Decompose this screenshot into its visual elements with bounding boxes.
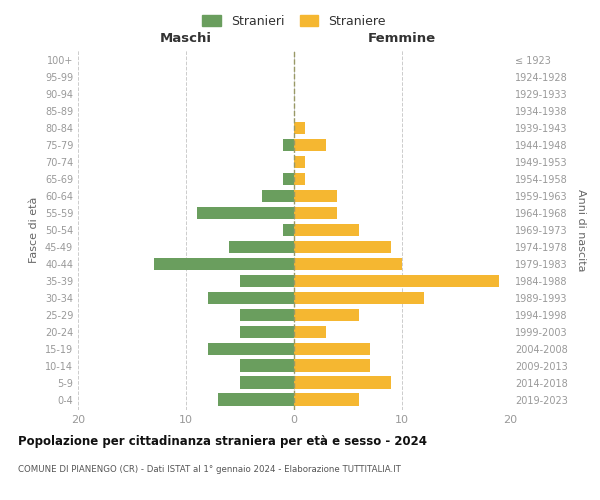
Legend: Stranieri, Straniere: Stranieri, Straniere xyxy=(196,8,392,34)
Bar xyxy=(294,394,359,406)
Text: Femmine: Femmine xyxy=(368,32,436,45)
Bar xyxy=(294,190,337,202)
Bar xyxy=(294,172,305,186)
Bar xyxy=(154,258,294,270)
Bar xyxy=(283,224,294,236)
Bar xyxy=(197,206,294,220)
Bar xyxy=(294,138,326,151)
Bar xyxy=(294,292,424,304)
Bar xyxy=(283,172,294,186)
Bar xyxy=(294,258,402,270)
Y-axis label: Anni di nascita: Anni di nascita xyxy=(576,188,586,271)
Bar xyxy=(294,360,370,372)
Bar xyxy=(240,376,294,389)
Bar xyxy=(294,326,326,338)
Bar xyxy=(294,122,305,134)
Text: COMUNE DI PIANENGO (CR) - Dati ISTAT al 1° gennaio 2024 - Elaborazione TUTTITALI: COMUNE DI PIANENGO (CR) - Dati ISTAT al … xyxy=(18,465,401,474)
Text: Maschi: Maschi xyxy=(160,32,212,45)
Bar xyxy=(294,206,337,220)
Bar xyxy=(262,190,294,202)
Bar xyxy=(294,240,391,254)
Bar xyxy=(240,360,294,372)
Text: Popolazione per cittadinanza straniera per età e sesso - 2024: Popolazione per cittadinanza straniera p… xyxy=(18,435,427,448)
Bar xyxy=(208,342,294,355)
Y-axis label: Fasce di età: Fasce di età xyxy=(29,197,39,263)
Bar xyxy=(294,308,359,322)
Bar xyxy=(218,394,294,406)
Bar xyxy=(294,224,359,236)
Bar xyxy=(208,292,294,304)
Bar xyxy=(294,342,370,355)
Bar xyxy=(240,308,294,322)
Bar xyxy=(229,240,294,254)
Bar xyxy=(294,376,391,389)
Bar xyxy=(294,156,305,168)
Bar xyxy=(283,138,294,151)
Bar xyxy=(240,326,294,338)
Bar xyxy=(294,274,499,287)
Bar xyxy=(240,274,294,287)
